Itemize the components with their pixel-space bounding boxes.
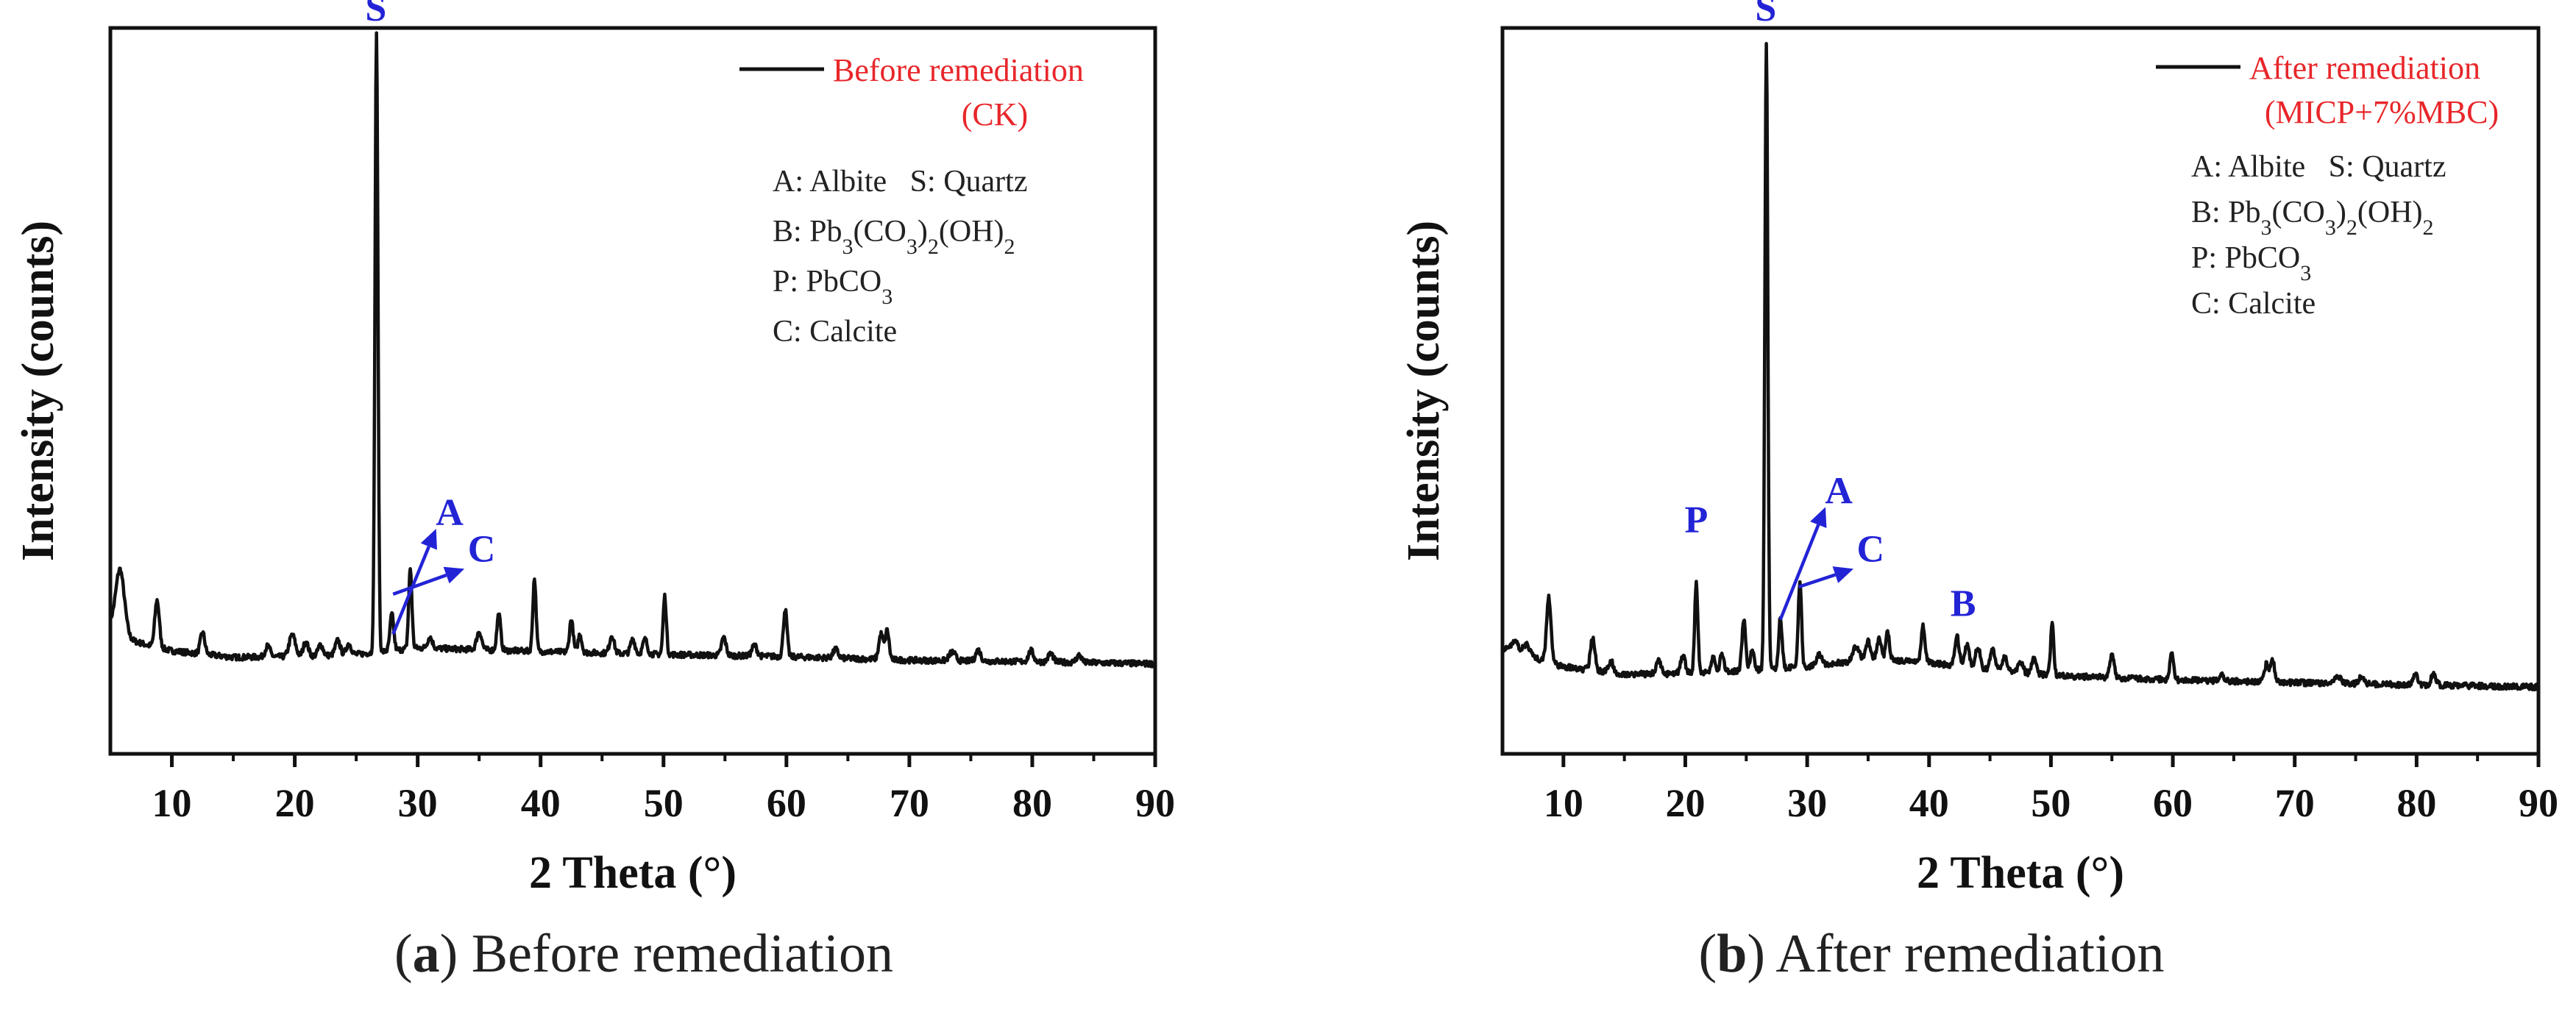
xrd-series-line: [1500, 41, 2541, 692]
peak-label-p: P: [1684, 499, 1708, 541]
x-tick-label: 80: [2396, 781, 2436, 825]
x-tick-label: 50: [2031, 781, 2071, 825]
caption-b-text: After remediation: [1765, 924, 2165, 984]
x-tick-label: 50: [644, 781, 684, 825]
x-axis-label: 2 Theta (°): [1917, 848, 2124, 898]
x-tick-label: 90: [1135, 781, 1175, 825]
annotation-arrow: [392, 573, 447, 596]
legend-label: Before remediation: [833, 52, 1084, 88]
caption-a-letter: a: [412, 924, 440, 984]
plot-frame: [108, 26, 1157, 756]
x-tick-label: 70: [2275, 781, 2315, 825]
peak-label-b: B: [1951, 582, 1976, 624]
x-tick-label: 60: [767, 781, 806, 825]
peak-label-s: S: [365, 0, 386, 29]
caption-b-letter: b: [1717, 924, 1748, 984]
x-tick-label: 20: [1665, 781, 1705, 825]
peak-label-c: C: [1856, 528, 1884, 570]
x-tick-label: 80: [1012, 781, 1052, 825]
chart-panel-a: 10 20 30 40 50 60 70 80 90 2 Theta (°) Intensity (…: [13, 0, 1175, 898]
phase-key-entry: A: Albite S: Quartz: [773, 165, 1027, 199]
phase-key-entry: B: Pb3(CO3)2(OH)2: [2191, 196, 2434, 240]
plot-frame: [1500, 26, 2541, 756]
annotation-arrowhead: [1832, 566, 1854, 583]
legend-label-line2: (CK): [962, 96, 1028, 132]
x-tick-label: 10: [152, 781, 192, 825]
annotation-arrow: [1778, 524, 1820, 621]
phase-key-entry: B: Pb3(CO3)2(OH)2: [773, 215, 1015, 259]
x-tick-label: 30: [398, 781, 438, 825]
caption-a-text: Before remediation: [458, 924, 894, 984]
annotation-arrow: [391, 546, 430, 635]
legend-label-line2: (MICP+7%MBC): [2265, 94, 2499, 130]
caption-a: (a) Before remediation: [394, 924, 894, 984]
chart-panel-b: 10 20 30 40 50 60 70 80 90 2 Theta (°) Intensity (…: [1399, 0, 2558, 898]
y-axis-label: Intensity (counts): [1399, 221, 1449, 561]
x-tick-label: 20: [275, 781, 315, 825]
x-tick-label: 40: [1909, 781, 1949, 825]
annotation-arrowhead: [420, 529, 437, 550]
annotation-arrowhead: [1810, 507, 1827, 529]
phase-key-entry: C: Calcite: [2191, 287, 2316, 321]
phase-key-entry: P: PbCO3: [773, 265, 893, 309]
x-tick-label: 60: [2153, 781, 2193, 825]
peak-label-a: A: [436, 492, 464, 534]
y-axis-label: Intensity (counts): [13, 221, 63, 561]
xrd-series-line: [108, 31, 1157, 669]
x-axis-label: 2 Theta (°): [529, 848, 737, 898]
x-tick-label: 10: [1544, 781, 1583, 825]
phase-key-entry: C: Calcite: [773, 315, 897, 349]
annotation-arrow: [1798, 573, 1837, 589]
caption-b: (b) After remediation: [1698, 924, 2165, 984]
x-tick-label: 70: [890, 781, 929, 825]
peak-label-c: C: [468, 528, 496, 570]
legend-label: After remediation: [2249, 50, 2480, 86]
peak-label-s: S: [1755, 0, 1776, 29]
phase-key-entry: A: Albite S: Quartz: [2191, 150, 2446, 184]
x-tick-label: 30: [1787, 781, 1827, 825]
x-tick-label: 40: [521, 781, 561, 825]
annotation-arrowhead: [443, 566, 465, 584]
x-tick-label: 90: [2519, 781, 2558, 825]
peak-label-a: A: [1825, 470, 1853, 512]
phase-key-entry: P: PbCO3: [2191, 241, 2311, 285]
